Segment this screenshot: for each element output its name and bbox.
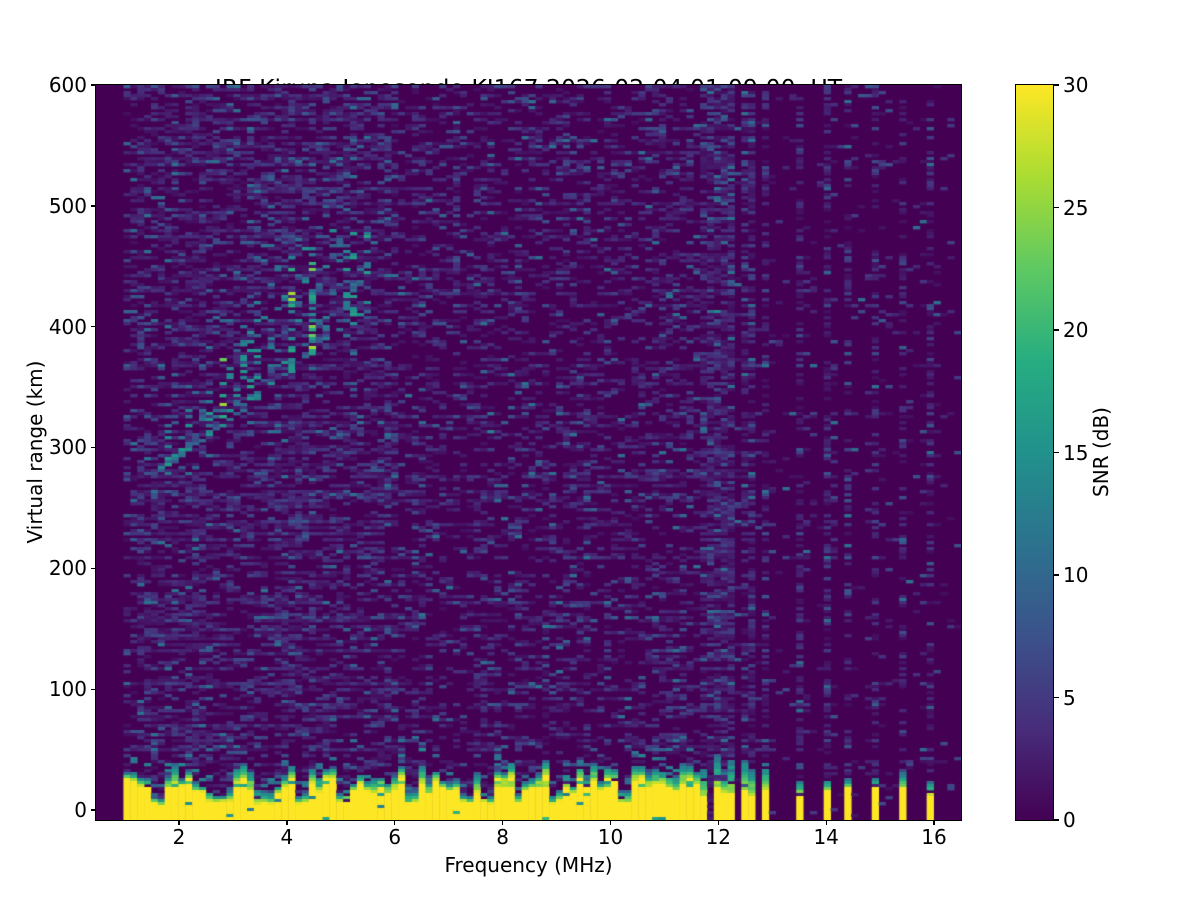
y-tick-label: 400 — [48, 314, 87, 339]
x-tick-mark — [286, 820, 288, 825]
x-tick-mark — [717, 820, 720, 825]
y-tick-mark — [90, 84, 95, 86]
x-tick-label: 12 — [705, 825, 732, 849]
x-tick-label: 16 — [921, 825, 947, 849]
colorbar-tick-label: 0 — [1063, 808, 1076, 832]
x-tick-label: 4 — [280, 825, 294, 849]
x-tick-mark — [502, 820, 504, 825]
x-tick-mark — [933, 820, 935, 825]
y-tick-label: 500 — [48, 193, 87, 218]
ionogram-heatmap — [96, 85, 961, 820]
y-tick-mark — [90, 688, 95, 690]
colorbar-tick-label: 10 — [1063, 563, 1089, 587]
x-tick-mark — [825, 820, 827, 825]
colorbar-tick-mark — [1054, 84, 1059, 86]
colorbar-tick-mark — [1054, 696, 1059, 699]
y-axis-label: Virtual range (km) — [23, 360, 47, 544]
colorbar-tick-mark — [1054, 819, 1059, 821]
y-tick-mark — [90, 446, 95, 449]
colorbar-tick-label: 30 — [1063, 73, 1089, 97]
x-tick-mark — [609, 820, 612, 825]
colorbar-tick-label: 15 — [1063, 440, 1089, 465]
y-tick-label: 100 — [48, 677, 87, 702]
y-tick-mark — [90, 205, 95, 207]
colorbar-label: SNR (dB) — [1089, 407, 1113, 497]
colorbar-tick-label: 25 — [1063, 195, 1089, 220]
x-tick-mark — [178, 820, 180, 825]
x-axis-label: Frequency (MHz) — [444, 853, 613, 877]
x-tick-label: 2 — [172, 825, 186, 849]
x-tick-label: 6 — [388, 825, 402, 849]
x-tick-label: 8 — [496, 825, 509, 849]
colorbar-tick-label: 20 — [1063, 318, 1089, 342]
y-tick-label: 600 — [48, 73, 87, 97]
x-tick-label: 10 — [597, 825, 624, 849]
colorbar-tick-mark — [1054, 329, 1059, 331]
y-tick-label: 0 — [74, 797, 87, 822]
x-tick-label: 14 — [813, 825, 839, 849]
x-tick-mark — [394, 820, 396, 825]
y-tick-mark — [90, 326, 95, 328]
y-tick-label: 200 — [48, 556, 87, 581]
y-tick-label: 300 — [48, 435, 87, 460]
colorbar-gradient — [1016, 85, 1053, 820]
y-tick-mark — [90, 809, 95, 811]
colorbar-tick-mark — [1054, 206, 1059, 209]
y-tick-mark — [90, 567, 95, 569]
colorbar-tick-mark — [1054, 574, 1059, 576]
colorbar-tick-label: 5 — [1063, 685, 1076, 710]
colorbar-tick-mark — [1054, 451, 1059, 454]
